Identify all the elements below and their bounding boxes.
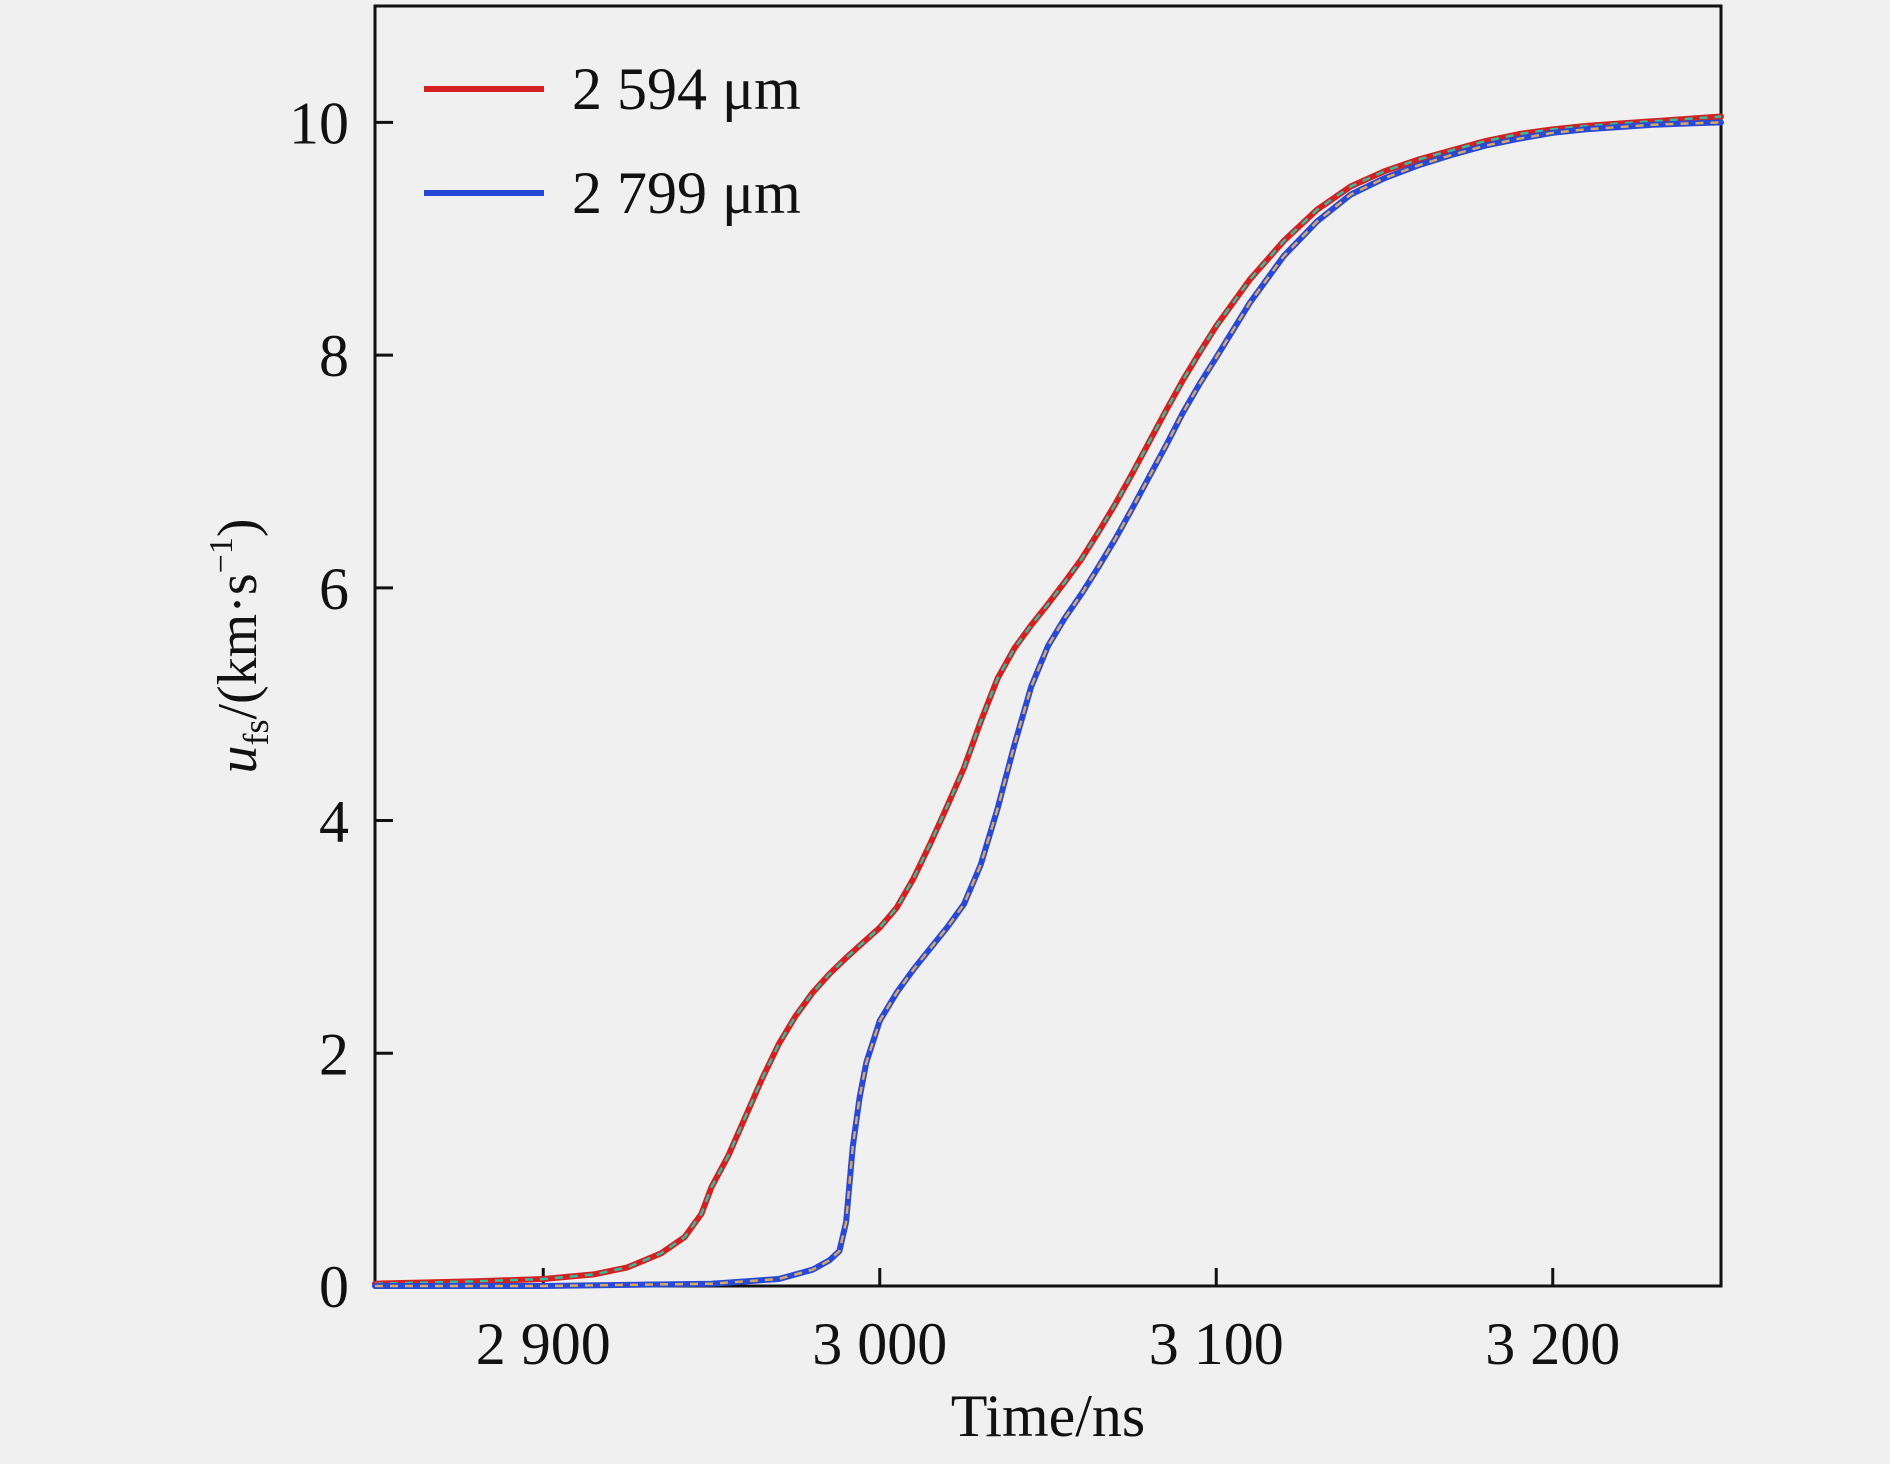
y-axis-label: ufs/(km·s−1): [203, 518, 276, 773]
x-tick-label: 3 200: [1485, 1311, 1620, 1377]
plot-area: [373, 4, 1723, 1288]
plot-frame: [373, 4, 1723, 1288]
y-tick-label: 2: [319, 1021, 349, 1087]
y-axis-label-sup: −1: [203, 537, 240, 573]
legend-label-1: 2 594 μm: [572, 56, 801, 122]
y-tick-label: 10: [289, 90, 349, 156]
series-overlay-1: [374, 115, 1722, 1285]
y-tick-label: 0: [319, 1254, 349, 1320]
x-tick-label: 3 100: [1149, 1311, 1284, 1377]
x-tick-label: 3 000: [812, 1311, 947, 1377]
legend: 2 594 μm 2 799 μm: [424, 56, 801, 226]
y-axis-label-unit: /(km·s: [207, 573, 269, 719]
series-line-2: [372, 119, 1724, 1289]
y-axis-label-sub: fs: [236, 720, 276, 746]
y-axis-ticks: 0 2 4 6 8 10: [289, 90, 393, 1320]
series-layer: [372, 113, 1724, 1289]
series-line-1: [372, 113, 1724, 1287]
y-axis-label-close: ): [207, 518, 269, 537]
y-tick-label: 8: [319, 323, 349, 389]
x-tick-label: 2 900: [476, 1311, 611, 1377]
x-axis-ticks: 2 900 3 000 3 100 3 200: [476, 1268, 1620, 1377]
y-axis-label-var: u: [207, 746, 269, 774]
x-axis-label: Time/ns: [951, 1383, 1146, 1449]
legend-label-2: 2 799 μm: [572, 160, 801, 226]
y-tick-label: 6: [319, 556, 349, 622]
y-tick-label: 4: [319, 789, 349, 855]
series-overlay-2: [375, 121, 1722, 1288]
